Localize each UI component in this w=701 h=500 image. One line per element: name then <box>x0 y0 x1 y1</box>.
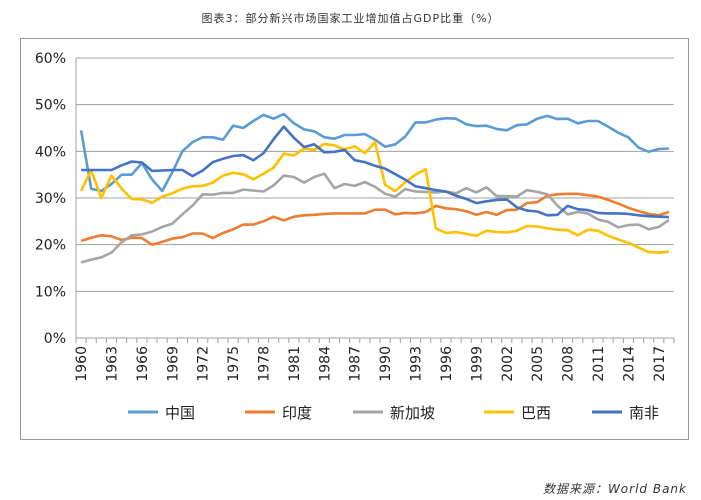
x-tick-label: 1996 <box>439 346 455 382</box>
y-tick-label: 40% <box>35 144 66 160</box>
x-tick-label: 1978 <box>257 346 273 382</box>
series-line-2 <box>80 192 670 246</box>
legend-label: 印度 <box>282 404 312 422</box>
x-tick-label: 1984 <box>317 346 333 382</box>
x-tick-label: 2011 <box>591 346 607 382</box>
y-tick-label: 60% <box>35 51 66 67</box>
chart-title: 图表3：部分新兴市场国家工业增加值占GDP比重（%） <box>201 12 500 25</box>
legend-label: 巴西 <box>521 404 551 422</box>
x-tick-label: 1975 <box>226 346 242 382</box>
legend-label: 新加坡 <box>390 404 435 422</box>
chart-frame <box>20 38 689 440</box>
series-line-3 <box>80 172 670 264</box>
y-tick-label: 50% <box>35 98 66 114</box>
x-tick-label: 2014 <box>621 346 637 382</box>
x-tick-label: 2005 <box>530 346 546 382</box>
x-tick-label: 1969 <box>165 346 181 382</box>
x-tick-label: 2017 <box>652 346 668 382</box>
x-tick-label: 1963 <box>104 346 120 382</box>
x-tick-label: 1960 <box>74 346 90 382</box>
y-tick-label: 10% <box>35 284 66 300</box>
x-tick-label: 1987 <box>348 346 364 382</box>
x-tick-label: 2002 <box>500 346 516 382</box>
data-source: 数据来源：World Bank <box>542 482 687 496</box>
y-tick-label: 30% <box>35 191 66 207</box>
x-tick-label: 1993 <box>409 346 425 382</box>
x-tick-label: 2008 <box>561 346 577 382</box>
series-line-1 <box>79 112 669 193</box>
x-tick-label: 1999 <box>469 346 485 382</box>
series-line-4 <box>79 140 670 254</box>
series-line-5 <box>81 125 669 219</box>
x-tick-label: 1990 <box>378 346 394 382</box>
legend-label: 中国 <box>165 404 195 422</box>
x-tick-label: 1972 <box>196 346 212 382</box>
y-tick-label: 0% <box>44 331 66 347</box>
x-tick-label: 1981 <box>287 346 303 382</box>
x-tick-label: 1966 <box>135 346 151 382</box>
legend-label: 南非 <box>629 404 659 422</box>
y-tick-label: 20% <box>35 238 66 254</box>
